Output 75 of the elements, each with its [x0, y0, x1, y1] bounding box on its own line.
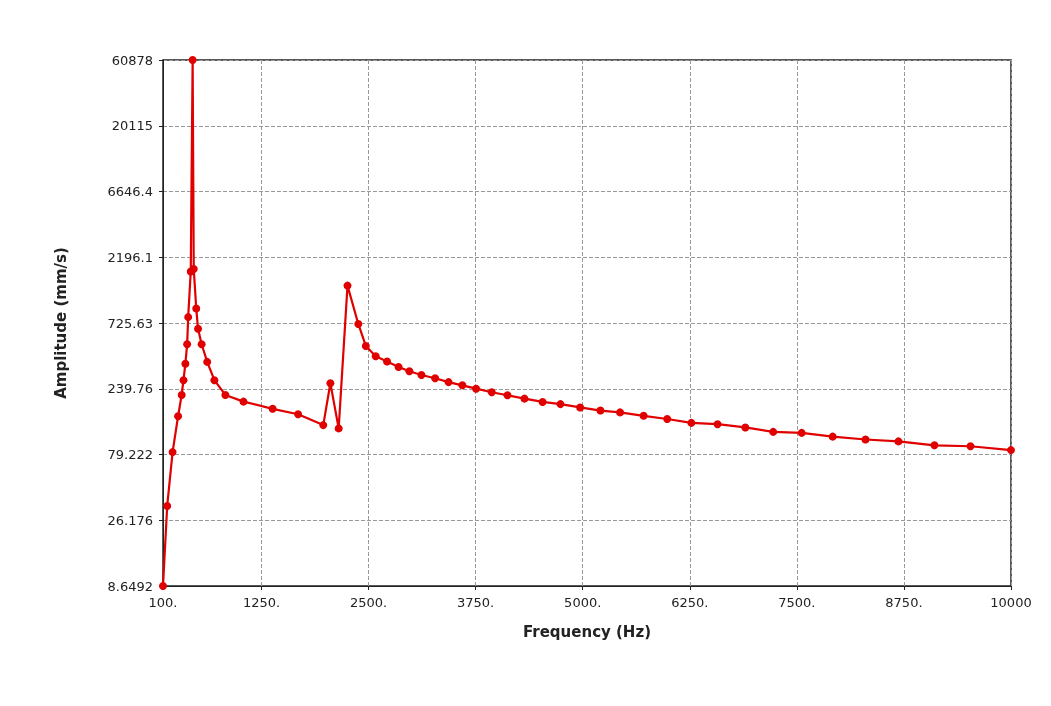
- y-tick-label: 20115: [111, 118, 153, 134]
- point: [343, 281, 352, 290]
- point: [741, 423, 750, 432]
- point: [319, 421, 328, 430]
- point: [861, 435, 870, 444]
- point: [183, 340, 192, 349]
- point: [458, 381, 467, 390]
- point: [639, 411, 648, 420]
- point: [210, 376, 219, 385]
- x-tick-label: 6250.: [671, 595, 709, 610]
- point: [181, 359, 190, 368]
- x-tick-label: 10000: [990, 595, 1032, 610]
- x-tick-label: 100.: [148, 595, 178, 610]
- x-tick-label: 8750.: [885, 595, 923, 610]
- point: [239, 397, 248, 406]
- y-tick-label: 60878: [111, 52, 153, 68]
- point: [487, 388, 496, 397]
- point: [828, 432, 837, 441]
- point: [769, 427, 778, 436]
- y-tick-label: 8.6492: [107, 578, 153, 594]
- point: [188, 56, 197, 64]
- x-axis-title: Frequency (Hz): [522, 622, 652, 641]
- x-tick-label: 2500.: [349, 595, 388, 610]
- point: [174, 412, 183, 421]
- point: [431, 374, 440, 383]
- point: [354, 319, 363, 328]
- point: [221, 390, 230, 399]
- point: [405, 367, 414, 376]
- point: [294, 410, 303, 419]
- y-tick-label: 79.222: [107, 447, 153, 462]
- y-tick-label: 2196.1: [107, 249, 153, 265]
- point: [184, 313, 193, 322]
- point: [663, 415, 672, 424]
- point: [177, 390, 186, 399]
- point: [1007, 446, 1015, 455]
- point: [472, 384, 481, 393]
- point: [334, 424, 343, 433]
- point: [326, 379, 335, 388]
- point: [616, 408, 625, 417]
- y-tick-label: 6646.4: [107, 184, 153, 199]
- y-tick-label: 725.63: [107, 315, 153, 331]
- y-tick-label: 26.176: [107, 512, 153, 528]
- point: [194, 324, 203, 333]
- point: [268, 404, 277, 413]
- x-tick-label: 5000.: [564, 595, 602, 610]
- point: [556, 400, 565, 409]
- x-tick-label: 3750.: [457, 595, 495, 610]
- y-axis-title: Amplitude (mm/s): [51, 247, 70, 399]
- point: [192, 304, 201, 313]
- point: [687, 418, 696, 427]
- point: [203, 357, 212, 366]
- point: [966, 442, 975, 451]
- point: [168, 448, 177, 457]
- point: [371, 352, 380, 361]
- x-tick-label: 1250.: [242, 595, 281, 610]
- point: [163, 501, 172, 510]
- point: [797, 428, 806, 437]
- point: [179, 376, 188, 385]
- point: [503, 391, 512, 400]
- x-tick-label: 7500.: [778, 595, 816, 610]
- point: [417, 371, 426, 380]
- point: [538, 397, 547, 406]
- point: [383, 357, 392, 366]
- point: [361, 341, 370, 350]
- point: [444, 378, 453, 387]
- point: [894, 437, 903, 446]
- point: [197, 340, 206, 349]
- point: [159, 582, 167, 590]
- point: [713, 420, 722, 429]
- point: [520, 394, 529, 403]
- y-tick-label: 239.76: [107, 381, 153, 397]
- point: [394, 362, 403, 371]
- point: [930, 441, 939, 450]
- point: [576, 403, 585, 412]
- point: [596, 406, 605, 415]
